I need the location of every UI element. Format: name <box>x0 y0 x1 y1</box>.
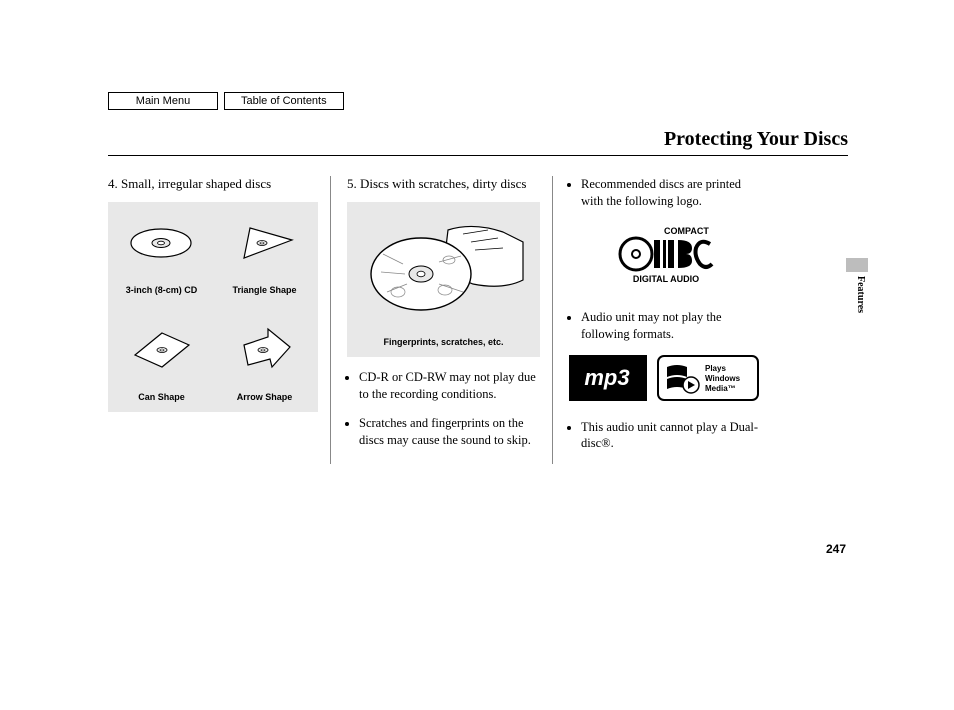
hand-disc-icon <box>353 212 533 322</box>
list-item: CD-R or CD-RW may not play due to the re… <box>359 369 540 403</box>
svg-text:mp3: mp3 <box>584 365 629 390</box>
column-2: 5. Discs with scratches, dirty discs <box>330 176 552 464</box>
panel-caption: Fingerprints, scratches, etc. <box>353 337 534 347</box>
nav-bar: Main Menu Table of Contents <box>108 92 848 110</box>
svg-text:Windows: Windows <box>705 374 741 383</box>
manual-page: Main Menu Table of Contents Protecting Y… <box>108 92 848 464</box>
windows-media-logo-icon: Plays Windows Media™ <box>657 355 759 401</box>
shape-label: Can Shape <box>127 392 197 402</box>
column-1: 4. Small, irregular shaped discs 3-inch … <box>108 176 330 464</box>
list-item: Scratches and fingerprints on the discs … <box>359 415 540 449</box>
col3-bullets: This audio unit cannot play a Dual-disc®… <box>569 419 762 453</box>
column-3: Recommended discs are printed with the f… <box>552 176 774 464</box>
shape-arrow: Arrow Shape <box>230 323 300 402</box>
section-label: Features <box>855 276 866 313</box>
format-logos: mp3 Plays Windows Media™ <box>569 355 762 401</box>
list-item: Recommended discs are printed with the f… <box>581 176 762 210</box>
col3-bullets: Recommended discs are printed with the f… <box>569 176 762 210</box>
section-tab-marker <box>846 258 868 272</box>
cd-logo-bottom-text: DIGITAL AUDIO <box>632 274 698 284</box>
list-item: Audio unit may not play the following fo… <box>581 309 762 343</box>
col2-heading: 5. Discs with scratches, dirty discs <box>347 176 540 192</box>
shape-label: 3-inch (8-cm) CD <box>126 285 198 295</box>
col3-bullets: Audio unit may not play the following fo… <box>569 309 762 343</box>
page-number: 247 <box>826 542 846 556</box>
cd-logo: COMPACT DIGITAL AUDIO <box>569 224 762 291</box>
content-columns: 4. Small, irregular shaped discs 3-inch … <box>108 176 848 464</box>
cd-logo-top-text: COMPACT <box>664 226 709 236</box>
shape-small-cd: 3-inch (8-cm) CD <box>126 216 198 295</box>
arrow-shape-icon <box>230 323 300 377</box>
svg-text:Plays: Plays <box>705 364 726 373</box>
shapes-panel: 3-inch (8-cm) CD Triangle Shape <box>108 202 318 412</box>
shape-triangle: Triangle Shape <box>230 216 300 295</box>
col1-heading: 4. Small, irregular shaped discs <box>108 176 318 192</box>
svg-text:Media™: Media™ <box>705 384 736 393</box>
page-title: Protecting Your Discs <box>108 128 848 156</box>
small-cd-icon <box>126 216 196 270</box>
dirty-disc-panel: Fingerprints, scratches, etc. <box>347 202 540 357</box>
list-item: This audio unit cannot play a Dual-disc®… <box>581 419 762 453</box>
toc-button[interactable]: Table of Contents <box>224 92 344 110</box>
mp3-logo-icon: mp3 <box>569 355 647 401</box>
shape-can: Can Shape <box>127 323 197 402</box>
main-menu-button[interactable]: Main Menu <box>108 92 218 110</box>
triangle-icon <box>230 216 300 270</box>
compact-disc-logo-icon: COMPACT DIGITAL AUDIO <box>606 224 726 286</box>
shape-label: Arrow Shape <box>230 392 300 402</box>
col2-bullets: CD-R or CD-RW may not play due to the re… <box>347 369 540 449</box>
shape-label: Triangle Shape <box>230 285 300 295</box>
can-shape-icon <box>127 323 197 377</box>
